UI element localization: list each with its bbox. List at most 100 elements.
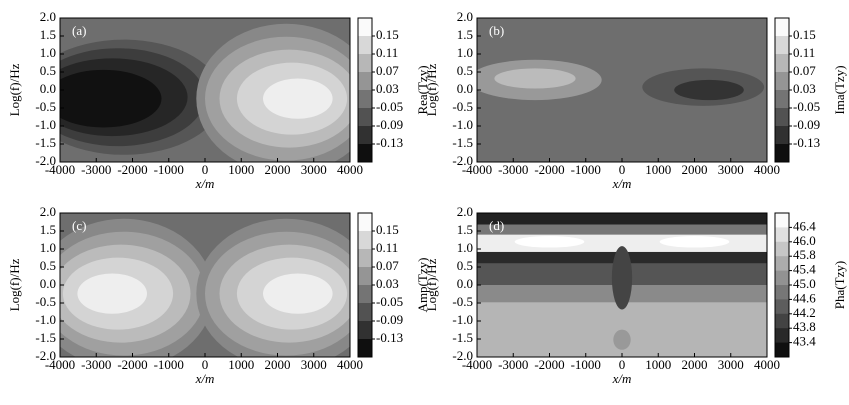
y-axis-label: Log(f)/Hz bbox=[424, 63, 439, 116]
colorbar-band bbox=[775, 144, 789, 163]
y-tick-label: 1.0 bbox=[457, 240, 473, 255]
colorbar-tick-label: 46.0 bbox=[793, 233, 816, 248]
x-axis-label: x/m bbox=[195, 371, 215, 386]
field-band bbox=[477, 213, 767, 225]
colorbar-tick-label: 44.6 bbox=[793, 290, 816, 305]
x-tick-label: 4000 bbox=[337, 162, 363, 177]
x-tick-label: -1000 bbox=[154, 357, 184, 372]
y-tick-label: 0.5 bbox=[457, 63, 473, 78]
field-contour bbox=[514, 236, 585, 248]
colorbar-label: Amp(Tzy) bbox=[415, 258, 430, 313]
y-tick-label: -0.5 bbox=[35, 294, 56, 309]
colorbar-tick-label: 45.8 bbox=[793, 247, 816, 262]
colorbar-tick-label: -0.09 bbox=[793, 117, 820, 132]
contour-field bbox=[60, 18, 350, 162]
colorbar-band bbox=[358, 321, 372, 340]
y-tick-label: -1.5 bbox=[35, 330, 56, 345]
colorbar-band bbox=[775, 213, 789, 228]
x-tick-label: 0 bbox=[202, 162, 209, 177]
colorbar-tick-label: 0.15 bbox=[376, 222, 399, 237]
colorbar-band bbox=[775, 126, 789, 145]
colorbar-band bbox=[358, 249, 372, 268]
y-tick-label: 1.5 bbox=[457, 27, 473, 42]
field-band bbox=[477, 224, 767, 235]
colorbar-tick-label: 0.11 bbox=[376, 45, 398, 60]
y-tick-label: -2.0 bbox=[452, 348, 473, 363]
colorbar-band bbox=[358, 90, 372, 109]
y-tick-label: -0.5 bbox=[35, 99, 56, 114]
y-tick-label: -2.0 bbox=[35, 348, 56, 363]
y-tick-label: -1.0 bbox=[35, 312, 56, 327]
colorbar-band bbox=[775, 270, 789, 286]
colorbar-tick-label: 43.4 bbox=[793, 334, 816, 349]
x-tick-label: 2000 bbox=[682, 162, 708, 177]
panel-label: (b) bbox=[489, 23, 504, 38]
colorbar-band bbox=[775, 328, 789, 344]
y-tick-label: -1.5 bbox=[35, 135, 56, 150]
x-axis-label: x/m bbox=[612, 371, 632, 386]
field-contour bbox=[263, 78, 333, 119]
contour-field bbox=[477, 213, 767, 357]
x-tick-label: -2000 bbox=[534, 162, 564, 177]
colorbar-band bbox=[358, 36, 372, 55]
field-contour bbox=[60, 69, 162, 128]
colorbar-band bbox=[775, 90, 789, 109]
colorbar-tick-label: 45.4 bbox=[793, 262, 816, 277]
colorbar-label: Pha(Tzy) bbox=[832, 261, 847, 309]
panel-label: (c) bbox=[72, 218, 86, 233]
field-contour bbox=[263, 273, 333, 314]
field-contour bbox=[613, 329, 631, 350]
colorbar-band bbox=[775, 299, 789, 315]
colorbar-band bbox=[358, 72, 372, 91]
y-tick-label: -1.0 bbox=[35, 117, 56, 132]
field-contour bbox=[77, 273, 147, 314]
colorbar-band bbox=[358, 54, 372, 73]
x-tick-label: 1000 bbox=[645, 357, 671, 372]
colorbar-band bbox=[358, 303, 372, 322]
x-tick-label: 4000 bbox=[337, 357, 363, 372]
y-tick-label: 1.0 bbox=[40, 240, 56, 255]
y-tick-label: 2.0 bbox=[40, 9, 56, 24]
colorbar-band bbox=[775, 18, 789, 37]
x-tick-label: -1000 bbox=[571, 357, 601, 372]
x-tick-label: 1000 bbox=[228, 357, 254, 372]
panel: (d) -4000 -3000 -2000 -1000 0 1000 2000 3000 4000… bbox=[424, 204, 847, 386]
colorbar-tick-label: 0.03 bbox=[376, 276, 399, 291]
x-axis-label: x/m bbox=[612, 176, 632, 191]
x-tick-label: -4000 bbox=[45, 162, 75, 177]
colorbar-band bbox=[775, 36, 789, 55]
x-tick-label: 3000 bbox=[301, 357, 327, 372]
colorbar-band bbox=[775, 285, 789, 300]
panel-label: (a) bbox=[72, 23, 86, 38]
x-tick-label: -4000 bbox=[462, 357, 492, 372]
colorbar-band bbox=[358, 108, 372, 127]
panel: (b) -4000 -3000 -2000 -1000 0 1000 2000 3000 4000… bbox=[424, 9, 847, 191]
y-tick-label: 2.0 bbox=[457, 9, 473, 24]
colorbar-tick-label: -0.09 bbox=[376, 312, 403, 327]
colorbar-tick-label: 0.07 bbox=[376, 63, 399, 78]
y-tick-label: -2.0 bbox=[452, 153, 473, 168]
y-tick-label: -1.5 bbox=[452, 135, 473, 150]
x-tick-label: 4000 bbox=[754, 357, 780, 372]
x-tick-label: -1000 bbox=[154, 162, 184, 177]
x-tick-label: 0 bbox=[619, 357, 626, 372]
y-tick-label: 1.0 bbox=[40, 45, 56, 60]
panel: (a) -4000 -3000 -2000 -1000 0 1000 2000 3000 4000… bbox=[7, 9, 430, 191]
colorbar-band bbox=[358, 213, 372, 232]
y-tick-label: -1.5 bbox=[452, 330, 473, 345]
colorbar-tick-label: 0.11 bbox=[793, 45, 815, 60]
colorbar-band bbox=[358, 285, 372, 304]
y-tick-label: 2.0 bbox=[40, 204, 56, 219]
colorbar-band bbox=[775, 256, 789, 272]
y-tick-label: -0.5 bbox=[452, 294, 473, 309]
colorbar-tick-label: 45.0 bbox=[793, 276, 816, 291]
y-tick-label: 2.0 bbox=[457, 204, 473, 219]
y-tick-label: -0.5 bbox=[452, 99, 473, 114]
x-tick-label: 2000 bbox=[265, 357, 291, 372]
y-tick-label: 1.5 bbox=[40, 27, 56, 42]
panel-label: (d) bbox=[489, 218, 504, 233]
contour-field bbox=[60, 213, 350, 357]
colorbar-tick-label: 0.15 bbox=[793, 27, 816, 42]
y-axis-label: Log(f)/Hz bbox=[7, 258, 22, 311]
